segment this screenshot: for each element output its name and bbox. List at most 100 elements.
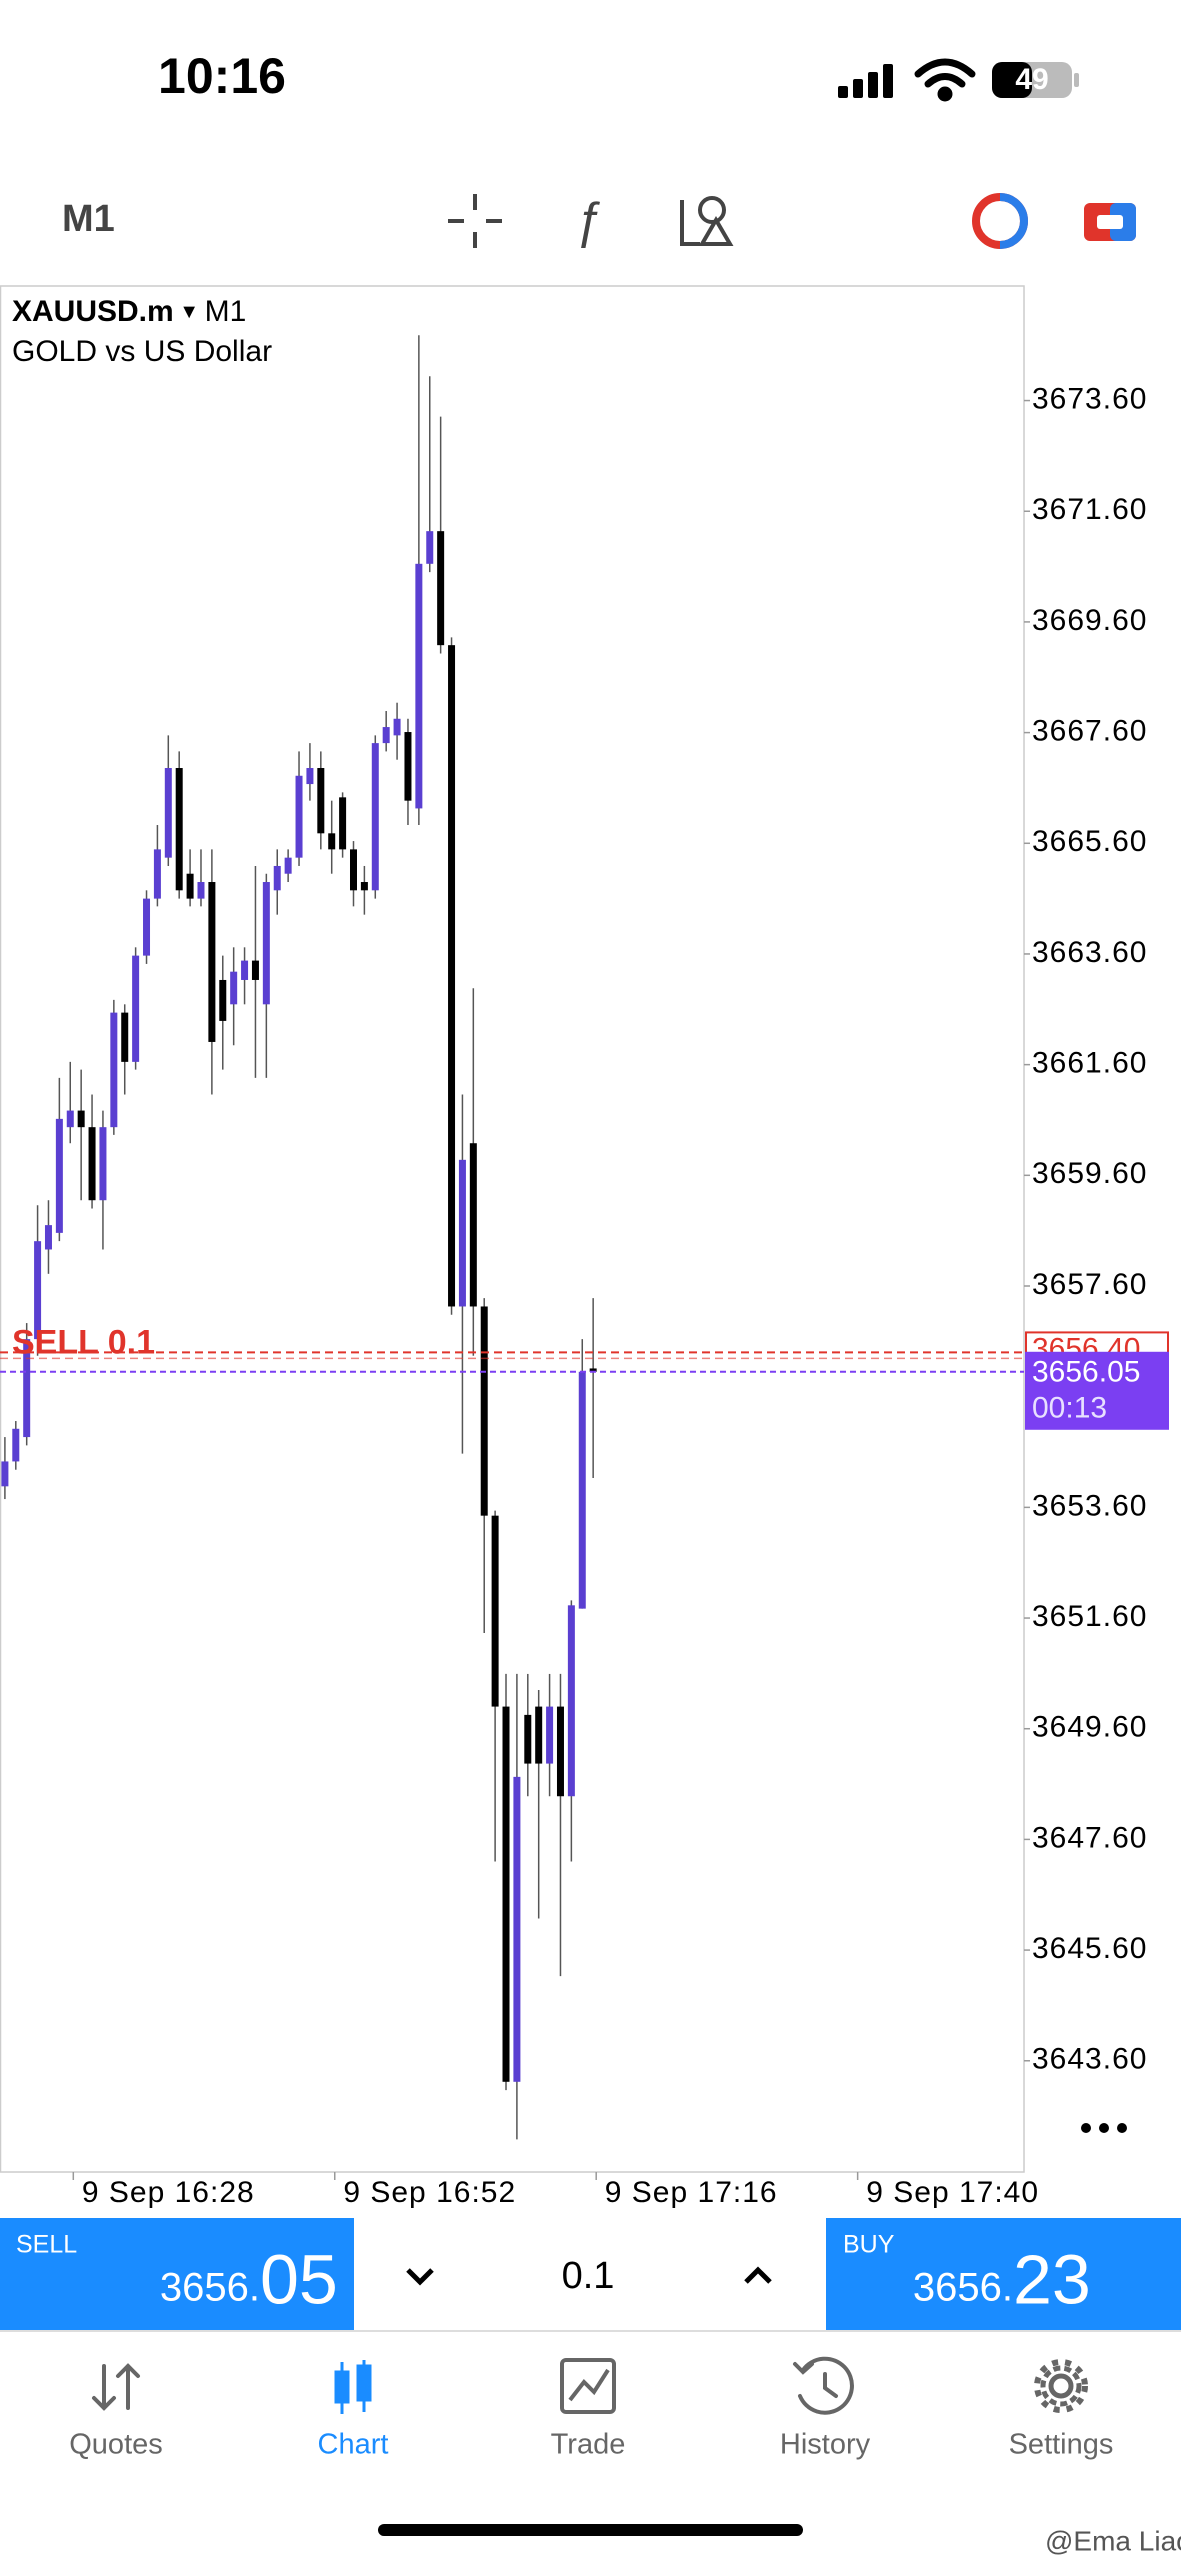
battery-percent: 49 [1015,63,1048,96]
candle-body [524,1714,532,1764]
candle-body [262,882,270,1005]
y-tick-label: 3651.60 [1032,1600,1147,1633]
chart-timeframe: M1 [205,295,247,328]
candle-body [469,1143,477,1307]
home-indicator [378,2524,803,2536]
candle-body [34,1241,42,1340]
chart-icon [334,2360,372,2414]
x-tick-label: 9 Sep 17:16 [605,2176,778,2209]
candle-body [513,1776,521,2082]
y-tick-label: 3667.60 [1032,715,1147,748]
symbol-dropdown[interactable]: ▼ [174,301,205,323]
candle-body [382,727,390,744]
buy-price-tail: 23 [1013,2240,1091,2318]
candle-body [480,1306,488,1516]
y-tick-label: 3643.60 [1032,2043,1147,2076]
one-click-button[interactable] [972,193,1028,249]
candle-body [349,849,357,891]
candle-body [77,1110,85,1128]
tab-label[interactable]: Settings [1009,2429,1114,2461]
candle-body [393,718,401,736]
chart-header: XAUUSD.m ▼ M1 [12,295,246,328]
lot-decrease[interactable] [406,2268,434,2286]
candle-body [251,960,259,980]
candle-body [121,1012,129,1062]
y-tick-label: 3653.60 [1032,1489,1147,1522]
candle-body [458,1159,466,1307]
more-button[interactable] [1081,2123,1127,2133]
candle-body [273,865,281,891]
trade-button[interactable] [1084,203,1136,241]
lot-increase[interactable] [744,2266,772,2284]
y-tick-label: 3665.60 [1032,825,1147,858]
buy-price-head: 3656. [913,2266,1013,2310]
candle-body [546,1706,554,1764]
candle-body [186,873,194,899]
watermark: @Ema Liao [1045,2525,1181,2556]
candle-body [143,898,151,956]
candle-body [219,979,227,1021]
candle-body [426,531,434,564]
candle-body [567,1605,575,1797]
quotes-icon [92,2363,140,2411]
candle-body [448,645,456,1307]
candle-body [88,1127,96,1201]
timeframe-button[interactable]: M1 [62,198,115,240]
lot-size[interactable]: 0.1 [562,2255,615,2297]
clock: 10:16 [158,48,286,104]
wifi-icon [914,58,976,102]
signal-icon [838,64,893,98]
symbol-description: GOLD vs US Dollar [12,335,272,368]
candle-body [110,1012,118,1128]
x-tick-label: 9 Sep 16:52 [343,2176,516,2209]
candle-body [23,1339,31,1438]
candle-body [404,732,412,801]
battery-level [992,62,1032,98]
candle-body [55,1118,63,1233]
candle-body [578,1371,586,1609]
candle-body [339,797,347,850]
candle-countdown: 00:13 [1032,1392,1107,1425]
price-box [1025,1351,1169,1430]
candle-body [535,1706,543,1764]
candle-body [99,1127,107,1201]
tab-label[interactable]: Trade [551,2429,626,2461]
candle-body [360,882,368,891]
trade-icon [560,2358,616,2414]
tab-label[interactable]: History [780,2429,871,2461]
x-tick-label: 9 Sep 16:28 [82,2176,255,2209]
candle-body [589,1368,597,1372]
tab-label[interactable]: Quotes [69,2429,163,2461]
objects-button[interactable] [680,196,734,246]
buy-button[interactable] [826,2218,1181,2330]
y-tick-label: 3657.60 [1032,1268,1147,1301]
tab-label[interactable]: Chart [318,2429,389,2461]
x-tick-label: 9 Sep 17:40 [866,2176,1039,2209]
candle-body [502,1706,510,2082]
candle-body [66,1110,74,1128]
candle-body [328,833,336,850]
candle-body [306,768,314,785]
candle-body [12,1428,20,1462]
symbol[interactable]: XAUUSD.m [12,295,174,328]
y-tick-label: 3649.60 [1032,1711,1147,1744]
plot-area [0,335,1030,2180]
y-tick-label: 3645.60 [1032,1932,1147,1965]
sell-price-head: 3656. [160,2266,260,2310]
candle-body [132,955,140,1062]
settings-icon [1034,2359,1088,2413]
candle-body [371,743,379,891]
candle-body [164,768,172,858]
y-tick-label: 3659.60 [1032,1157,1147,1190]
buy-label: BUY [843,2231,895,2259]
crosshair-button[interactable] [448,194,502,248]
sell-price-tail: 05 [260,2240,338,2318]
indicators-button[interactable]: ƒ [574,192,602,248]
candle-body [230,971,238,1005]
sell-label: SELL [16,2231,77,2259]
position-label: SELL 0.1 [12,1323,155,1361]
sell-button[interactable] [0,2218,354,2330]
y-tick-label: 3671.60 [1032,493,1147,526]
candle-body [208,882,216,1042]
